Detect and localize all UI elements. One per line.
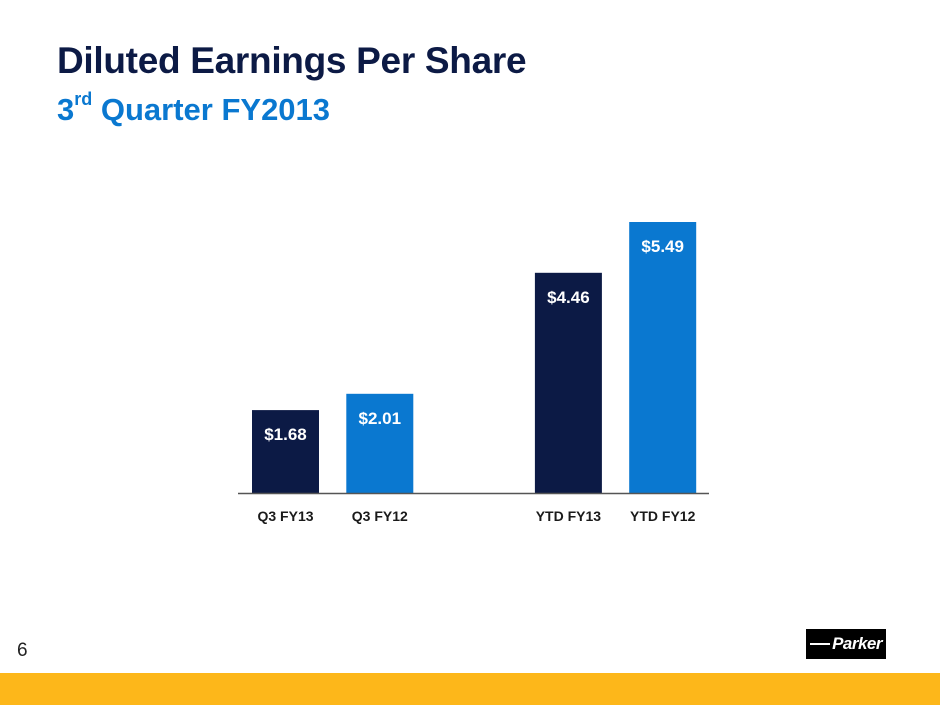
data-label: $4.46 <box>547 288 590 307</box>
data-label: $2.01 <box>359 409 402 428</box>
bar-ytd-fy13 <box>534 272 602 493</box>
logo-arrow-line <box>810 643 830 645</box>
subtitle-prefix: 3 <box>57 92 75 127</box>
page-number: 6 <box>17 640 28 661</box>
data-label: $5.49 <box>641 237 684 256</box>
slide-title: Diluted Earnings Per Share <box>57 40 527 81</box>
footer-bar <box>0 673 940 705</box>
bar-q3-fy13 <box>252 410 319 493</box>
subtitle-ordinal: rd <box>74 89 93 109</box>
bar-q3-fy12 <box>346 393 414 493</box>
parker-logo: Parker <box>806 629 886 659</box>
x-tick-label: Q3 FY13 <box>257 508 313 524</box>
bar-ytd-fy12 <box>629 222 697 493</box>
subtitle-rest: Quarter FY2013 <box>92 92 331 127</box>
slide-subtitle: 3rd Quarter FY2013 <box>57 89 331 128</box>
x-tick-label: Q3 FY12 <box>352 508 408 524</box>
x-tick-label: YTD FY12 <box>630 508 696 524</box>
x-tick-label: YTD FY13 <box>536 508 602 524</box>
data-label: $1.68 <box>264 425 307 444</box>
logo-text: Parker <box>832 634 882 653</box>
